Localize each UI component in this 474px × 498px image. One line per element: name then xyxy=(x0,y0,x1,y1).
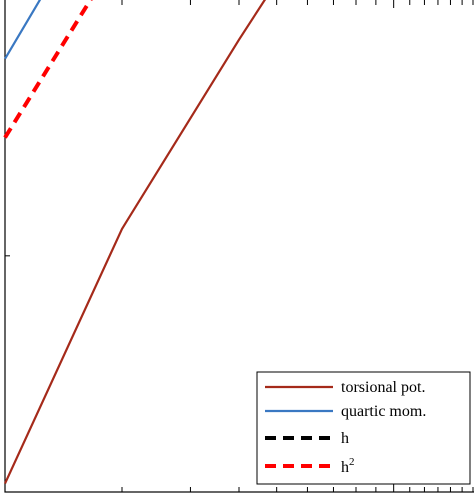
legend-label-h: h xyxy=(341,430,349,447)
legend-label-h2-sup: 2 xyxy=(349,456,355,468)
legend-label-quartic: quartic mom. xyxy=(341,403,426,420)
legend: torsional pot. quartic mom. h h2 xyxy=(256,371,471,485)
legend-label-torsional: torsional pot. xyxy=(341,379,425,396)
series-line-3 xyxy=(3,0,93,139)
series-line-0 xyxy=(4,0,267,485)
legend-label-h2-base: h xyxy=(341,459,349,476)
series-layer xyxy=(3,0,267,485)
legend-label-h2: h2 xyxy=(341,456,355,476)
axis-ticks xyxy=(4,0,474,493)
plot-area xyxy=(3,0,474,493)
